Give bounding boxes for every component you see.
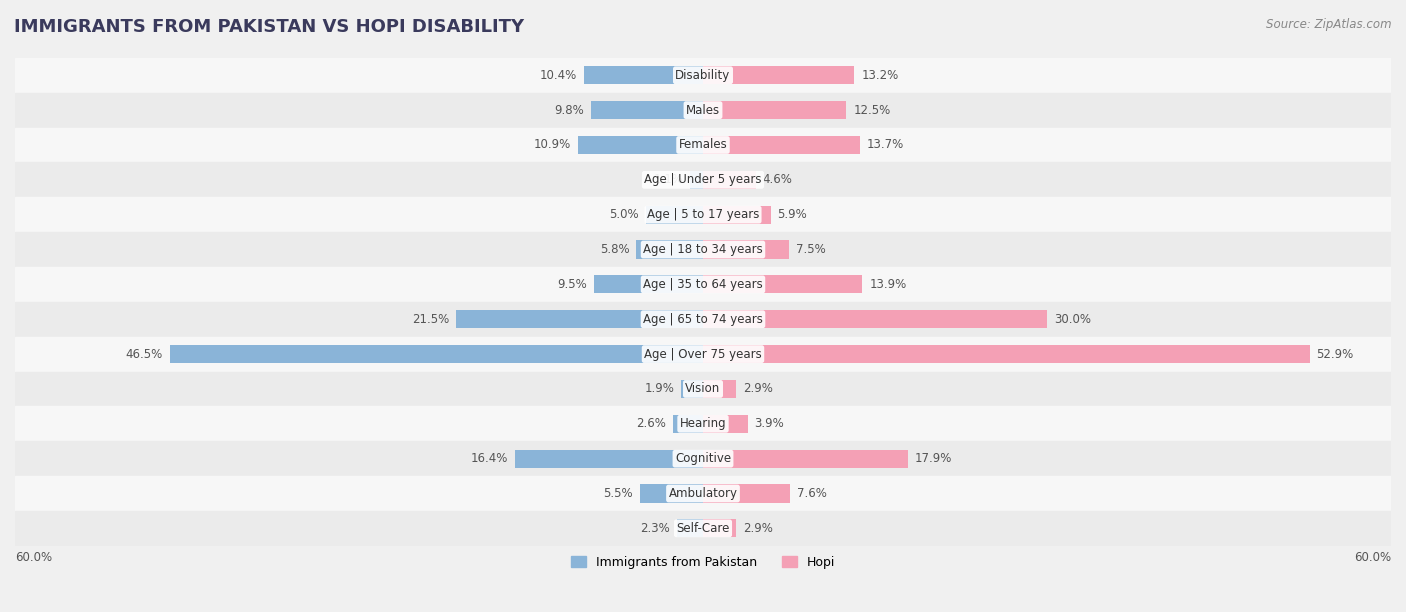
Bar	[703, 450, 908, 468]
Text: 12.5%: 12.5%	[853, 103, 890, 117]
Text: IMMIGRANTS FROM PAKISTAN VS HOPI DISABILITY: IMMIGRANTS FROM PAKISTAN VS HOPI DISABIL…	[14, 18, 524, 36]
Bar	[703, 415, 748, 433]
Text: 30.0%: 30.0%	[1054, 313, 1091, 326]
Bar	[591, 101, 703, 119]
Text: Ambulatory: Ambulatory	[668, 487, 738, 500]
Bar	[15, 511, 1391, 546]
Text: 2.9%: 2.9%	[744, 382, 773, 395]
Bar	[595, 275, 703, 293]
Bar	[703, 275, 862, 293]
Text: 9.5%: 9.5%	[557, 278, 588, 291]
Text: 10.4%: 10.4%	[540, 69, 576, 82]
Text: 1.9%: 1.9%	[644, 382, 675, 395]
Bar	[15, 58, 1391, 92]
Text: 2.6%: 2.6%	[637, 417, 666, 430]
Bar	[645, 206, 703, 224]
Text: 13.7%: 13.7%	[868, 138, 904, 152]
Bar	[15, 441, 1391, 476]
Bar	[703, 206, 770, 224]
Bar	[170, 345, 703, 363]
Text: Hearing: Hearing	[679, 417, 727, 430]
Bar	[703, 136, 860, 154]
Text: Age | 18 to 34 years: Age | 18 to 34 years	[643, 243, 763, 256]
Bar	[15, 337, 1391, 371]
Bar	[703, 171, 756, 189]
Bar	[515, 450, 703, 468]
Text: 2.3%: 2.3%	[640, 522, 669, 535]
Text: 16.4%: 16.4%	[471, 452, 508, 465]
Text: Self-Care: Self-Care	[676, 522, 730, 535]
Bar	[703, 380, 737, 398]
Bar	[703, 485, 790, 502]
Text: 4.6%: 4.6%	[762, 173, 793, 186]
Bar	[703, 66, 855, 84]
Text: Age | 65 to 74 years: Age | 65 to 74 years	[643, 313, 763, 326]
Bar	[578, 136, 703, 154]
Text: Disability: Disability	[675, 69, 731, 82]
Bar	[703, 345, 1309, 363]
Text: 13.2%: 13.2%	[862, 69, 898, 82]
Text: 5.0%: 5.0%	[609, 208, 638, 221]
Bar	[15, 406, 1391, 441]
Bar	[703, 520, 737, 537]
Text: 60.0%: 60.0%	[1354, 551, 1391, 564]
Text: Age | 35 to 64 years: Age | 35 to 64 years	[643, 278, 763, 291]
Bar	[15, 476, 1391, 511]
Text: 7.5%: 7.5%	[796, 243, 825, 256]
Text: Age | 5 to 17 years: Age | 5 to 17 years	[647, 208, 759, 221]
Legend: Immigrants from Pakistan, Hopi: Immigrants from Pakistan, Hopi	[565, 551, 841, 573]
Text: 1.1%: 1.1%	[654, 173, 683, 186]
Bar	[673, 415, 703, 433]
Text: 17.9%: 17.9%	[915, 452, 952, 465]
Text: Age | Over 75 years: Age | Over 75 years	[644, 348, 762, 360]
Text: 10.9%: 10.9%	[534, 138, 571, 152]
Bar	[703, 310, 1047, 328]
Text: 5.8%: 5.8%	[600, 243, 630, 256]
Bar	[457, 310, 703, 328]
Bar	[15, 92, 1391, 127]
Bar	[682, 380, 703, 398]
Text: Vision: Vision	[685, 382, 721, 395]
Bar	[15, 197, 1391, 232]
Bar	[690, 171, 703, 189]
Bar	[676, 520, 703, 537]
Text: 2.9%: 2.9%	[744, 522, 773, 535]
Text: 9.8%: 9.8%	[554, 103, 583, 117]
Bar	[640, 485, 703, 502]
Text: 7.6%: 7.6%	[797, 487, 827, 500]
Text: 52.9%: 52.9%	[1316, 348, 1354, 360]
Bar	[15, 232, 1391, 267]
Text: Source: ZipAtlas.com: Source: ZipAtlas.com	[1267, 18, 1392, 31]
Text: Cognitive: Cognitive	[675, 452, 731, 465]
Text: 5.9%: 5.9%	[778, 208, 807, 221]
Bar	[15, 127, 1391, 162]
Text: 60.0%: 60.0%	[15, 551, 52, 564]
Text: Females: Females	[679, 138, 727, 152]
Text: 5.5%: 5.5%	[603, 487, 633, 500]
Bar	[15, 162, 1391, 197]
Bar	[703, 241, 789, 259]
Text: 3.9%: 3.9%	[755, 417, 785, 430]
Text: 21.5%: 21.5%	[412, 313, 450, 326]
Text: Males: Males	[686, 103, 720, 117]
Bar	[15, 267, 1391, 302]
Bar	[15, 302, 1391, 337]
Bar	[703, 101, 846, 119]
Bar	[15, 371, 1391, 406]
Bar	[637, 241, 703, 259]
Text: 46.5%: 46.5%	[125, 348, 163, 360]
Text: 13.9%: 13.9%	[869, 278, 907, 291]
Text: Age | Under 5 years: Age | Under 5 years	[644, 173, 762, 186]
Bar	[583, 66, 703, 84]
